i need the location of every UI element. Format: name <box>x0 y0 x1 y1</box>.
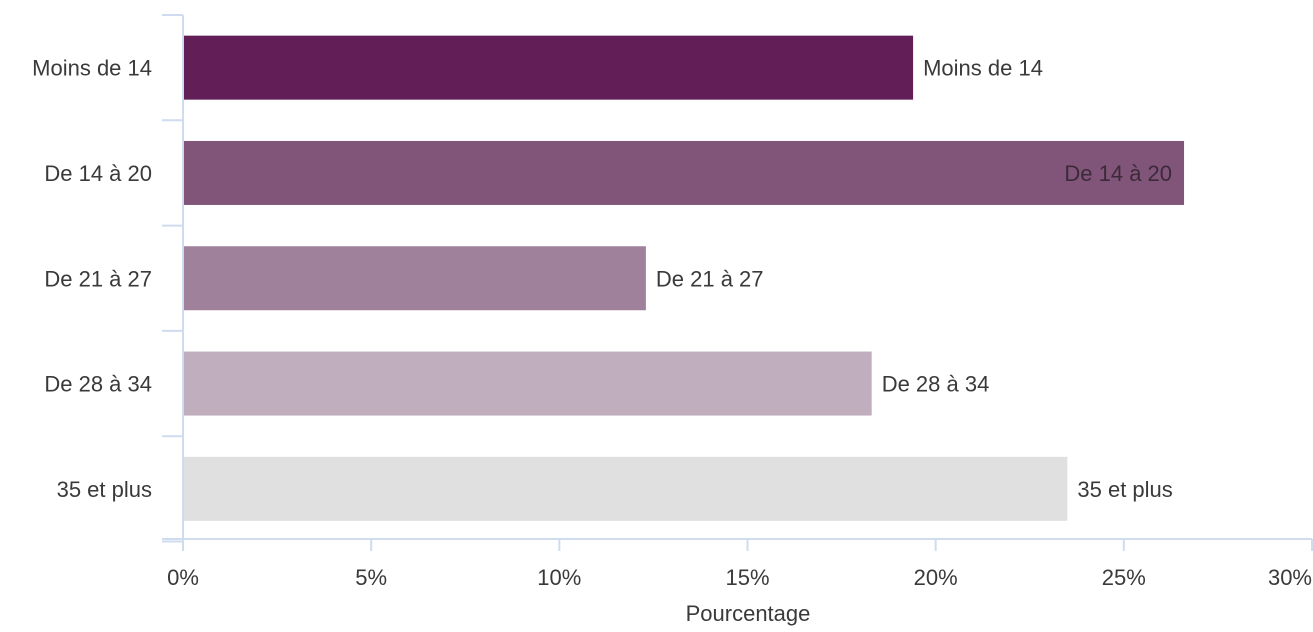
bars-group: Moins de 14 De 14 à 20 De 21 à 27 De 28 à 3… <box>184 35 1185 521</box>
value-tick-label: 0% <box>167 565 199 590</box>
value-tick-label: 15% <box>725 565 769 590</box>
value-tick-label: 10% <box>537 565 581 590</box>
data-label: De 14 à 20 <box>1064 161 1172 186</box>
data-label: 35 et plus <box>1077 477 1172 502</box>
bar <box>184 246 646 311</box>
bar <box>184 456 1068 521</box>
bar <box>184 140 1185 205</box>
value-tick-label: 5% <box>355 565 387 590</box>
bar <box>184 35 914 100</box>
data-label: De 21 à 27 <box>656 266 764 291</box>
value-tick-label: 20% <box>914 565 958 590</box>
value-tick-label: 25% <box>1102 565 1146 590</box>
category-label: Moins de 14 <box>32 56 152 81</box>
category-label: De 21 à 27 <box>44 266 152 291</box>
data-label: Moins de 14 <box>923 56 1043 81</box>
value-axis: 0% 5% 10% 15% 20% 25% 30% <box>162 538 1313 590</box>
category-label: 35 et plus <box>57 477 152 502</box>
category-label: De 28 à 34 <box>44 372 152 397</box>
value-tick-label: 30% <box>1268 565 1312 590</box>
category-label: De 14 à 20 <box>44 161 152 186</box>
data-label: De 28 à 34 <box>882 372 990 397</box>
category-axis: Moins de 14 De 14 à 20 De 21 à 27 De 28 à 3… <box>32 14 184 543</box>
bar <box>184 351 872 416</box>
x-axis-title: Pourcentage <box>686 601 811 626</box>
